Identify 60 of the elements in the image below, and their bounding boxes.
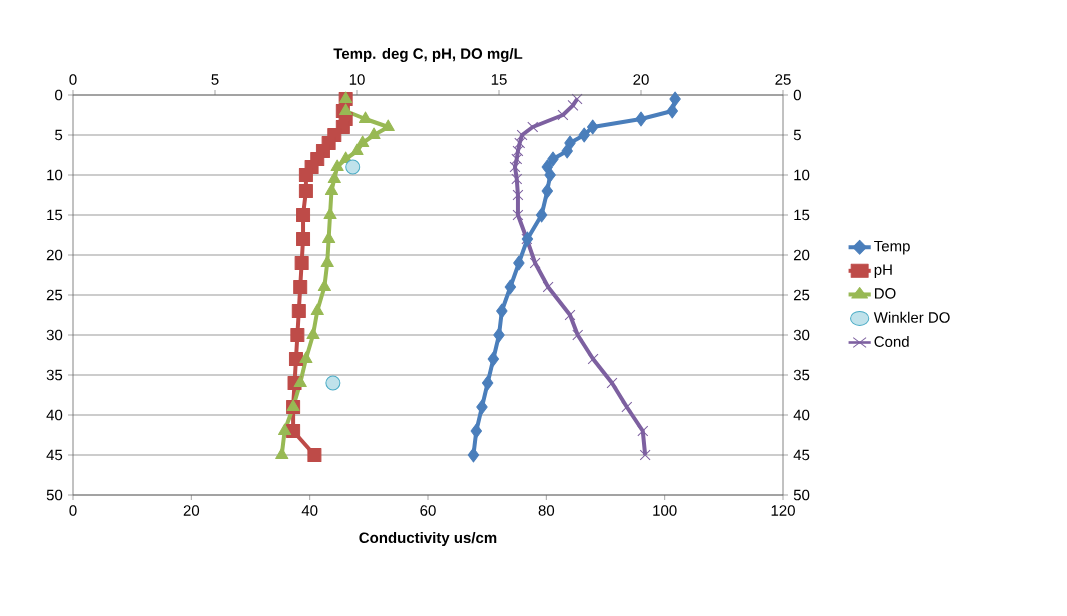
- y-tick-label: 15: [47, 209, 63, 221]
- legend-label: DO: [874, 288, 896, 299]
- x2-tick-label: 10: [349, 74, 365, 85]
- y-tick-label: 10: [47, 169, 63, 181]
- x-tick-label: 40: [301, 505, 318, 516]
- legend-label: Cond: [874, 335, 909, 347]
- point: [512, 189, 524, 201]
- y2-tick-label: 40: [793, 409, 810, 421]
- x-axis-title: Conductivity us/cm: [359, 532, 497, 546]
- y-tick-label: 40: [46, 409, 63, 421]
- point: [509, 161, 521, 173]
- point: [571, 93, 583, 105]
- y2-tick-label: 30: [793, 329, 810, 341]
- point: [512, 145, 524, 157]
- y2-tick-label: 15: [794, 209, 810, 221]
- x-tick-label: 60: [420, 505, 436, 516]
- y-tick-label: 35: [46, 369, 63, 381]
- y-tick-label: 5: [55, 129, 63, 141]
- x-tick-label: 0: [69, 505, 77, 516]
- point: [516, 129, 528, 141]
- point: [512, 209, 524, 221]
- x2-tick-label: 15: [491, 74, 507, 85]
- point: [557, 109, 569, 121]
- x-tick-label: 100: [653, 505, 677, 516]
- y-tick-label: 20: [46, 249, 63, 261]
- y-tick-label: 0: [55, 89, 63, 101]
- y2-tick-label: 5: [793, 129, 801, 141]
- y2-tick-label: 35: [793, 369, 810, 381]
- y2-tick-label: 50: [793, 489, 810, 501]
- point: [529, 257, 541, 269]
- y2-tick-label: 20: [793, 249, 810, 261]
- legend-label: pH: [874, 264, 892, 278]
- x-tick-label: 20: [183, 505, 200, 516]
- point: [637, 425, 649, 437]
- x2-tick-label: 25: [775, 74, 791, 85]
- point: [527, 121, 539, 133]
- point: [606, 377, 618, 389]
- point: [639, 449, 651, 461]
- y-tick-label: 25: [46, 289, 63, 301]
- y-tick-label: 30: [46, 329, 63, 341]
- y2-tick-label: 25: [793, 289, 810, 301]
- y2-tick-label: 0: [793, 89, 801, 101]
- y2-tick-label: 10: [794, 169, 810, 181]
- legend-label: Winkler DO: [873, 311, 950, 323]
- point: [564, 309, 576, 321]
- x2-tick-label: 0: [69, 74, 77, 85]
- y2-tick-label: 45: [793, 449, 810, 461]
- point: [621, 401, 633, 413]
- point: [511, 173, 523, 185]
- x2-tick-label: 5: [211, 74, 219, 85]
- point: [511, 153, 523, 165]
- y-tick-label: 45: [46, 449, 63, 461]
- x2-tick-label: 20: [633, 74, 649, 85]
- legend-label: Temp: [874, 240, 910, 255]
- x2-axis-title: Temp. deg C, pH, DO mg/L: [333, 47, 523, 62]
- x-tick-label: 80: [538, 505, 555, 516]
- point: [514, 137, 526, 149]
- x-tick-label: 120: [771, 505, 795, 516]
- point: [572, 329, 584, 341]
- y-tick-label: 50: [46, 489, 63, 501]
